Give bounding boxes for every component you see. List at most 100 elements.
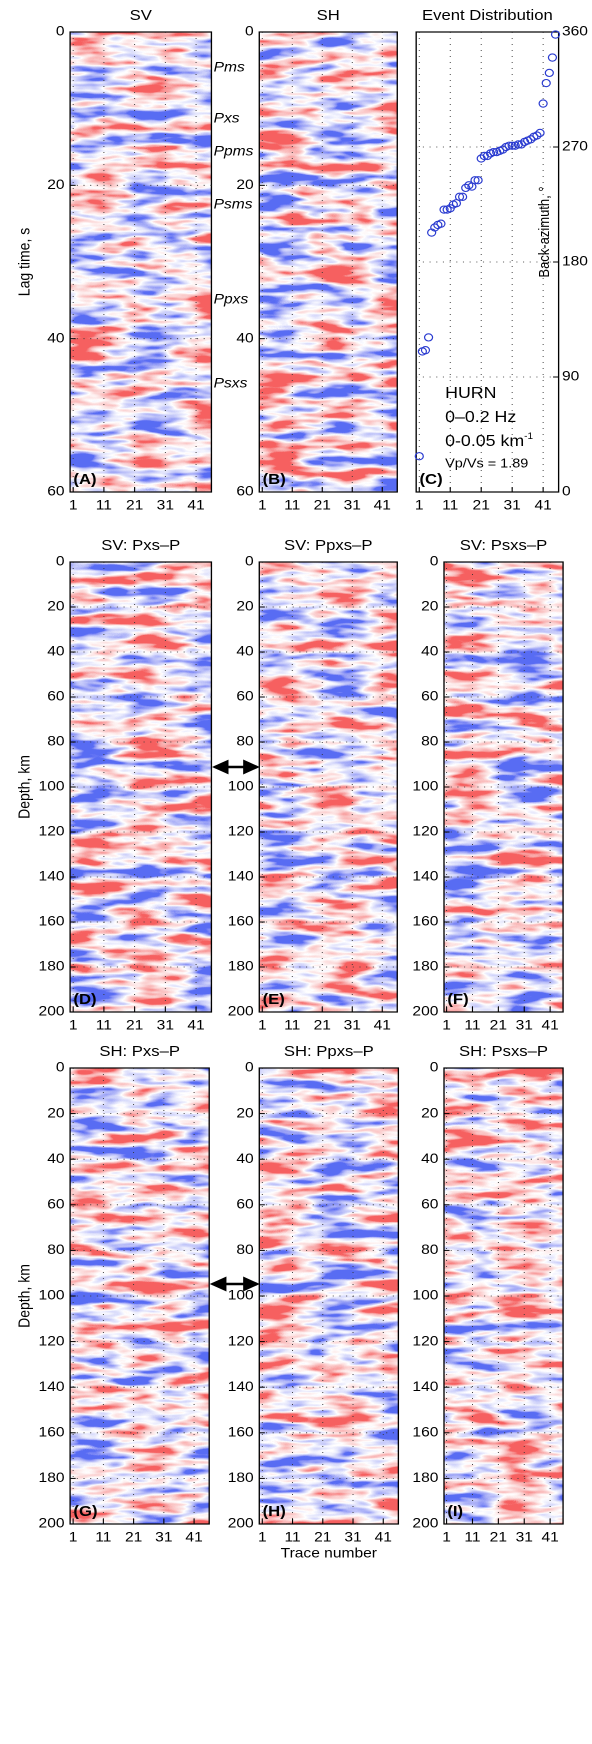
x-tick-label: 31 bbox=[344, 1018, 361, 1033]
y-tick-label: 60 bbox=[421, 1197, 438, 1212]
panel-title: SV bbox=[130, 8, 153, 24]
y-tick-label: 60 bbox=[47, 689, 64, 704]
x-tick-label: 21 bbox=[126, 1018, 143, 1033]
y-tick-label: 120 bbox=[412, 1334, 438, 1349]
info-text: Vp/Vs = 1.89 bbox=[445, 456, 528, 470]
phase-annotation: Psms bbox=[214, 197, 254, 212]
y-tick-label: 200 bbox=[412, 1516, 438, 1531]
panel-title: SH bbox=[317, 8, 340, 24]
panel-title: SV: Pxs–P bbox=[101, 538, 180, 554]
x-tick-label: 21 bbox=[490, 1018, 507, 1033]
panel-title: SH: Ppxs–P bbox=[284, 1044, 374, 1060]
scatter-point bbox=[473, 176, 483, 185]
y-tick-label: 0 bbox=[56, 1060, 65, 1075]
heatmap-texture bbox=[259, 1068, 399, 1524]
y-tick-label: 20 bbox=[421, 1106, 438, 1121]
y-tick-label: 0 bbox=[245, 554, 254, 569]
y-tick-label: 60 bbox=[236, 484, 253, 499]
scatter-point bbox=[504, 141, 514, 150]
panel-label: (C) bbox=[420, 472, 443, 488]
panel-label: (F) bbox=[447, 992, 468, 1008]
x-tick-label: 21 bbox=[314, 498, 331, 513]
y-tick-label: 20 bbox=[236, 599, 253, 614]
y-tick-label: 180 bbox=[39, 1471, 65, 1486]
y-tick-label: 20 bbox=[421, 599, 438, 614]
y-tick-label: 90 bbox=[562, 369, 579, 384]
y-tick-label: 180 bbox=[228, 959, 254, 974]
scatter-point bbox=[461, 183, 471, 193]
y-tick-label: 80 bbox=[421, 1243, 438, 1258]
phase-annotation: Pxs bbox=[214, 111, 241, 126]
y-tick-label: 160 bbox=[228, 1425, 254, 1440]
panel-label: (D) bbox=[73, 992, 96, 1008]
scatter-point bbox=[423, 333, 434, 342]
info-text: HURN bbox=[445, 384, 496, 402]
scatter-point bbox=[439, 205, 449, 214]
scatter-point bbox=[526, 135, 536, 144]
heatmap-texture bbox=[259, 32, 398, 492]
x-tick-label: 41 bbox=[534, 498, 551, 513]
x-tick-label: 1 bbox=[442, 1530, 451, 1545]
y-tick-label: 180 bbox=[412, 1471, 438, 1486]
y-tick-label: 100 bbox=[412, 1288, 438, 1303]
y-tick-label: 80 bbox=[236, 1243, 253, 1258]
x-tick-label: 1 bbox=[442, 1018, 451, 1033]
y-tick-label: 60 bbox=[236, 1197, 253, 1212]
x-tick-label: 1 bbox=[258, 1018, 267, 1033]
scatter-point bbox=[498, 145, 508, 154]
y-tick-label: 40 bbox=[421, 1152, 438, 1167]
x-tick-label: 41 bbox=[374, 1018, 391, 1033]
y-tick-label: 80 bbox=[47, 1243, 64, 1258]
scatter-point bbox=[482, 151, 493, 161]
scatter-point bbox=[430, 223, 440, 232]
heatmap-texture bbox=[259, 562, 398, 1012]
y-tick-label: 100 bbox=[39, 1288, 65, 1303]
x-tick-label: 41 bbox=[375, 1530, 392, 1545]
scatter-point bbox=[544, 68, 554, 78]
y-tick-label: 120 bbox=[228, 1334, 254, 1349]
panel-title: SV: Psxs–P bbox=[460, 538, 547, 554]
y-tick-label: 80 bbox=[47, 734, 64, 749]
panel-label: (G) bbox=[73, 1504, 97, 1520]
heatmap-texture bbox=[444, 562, 564, 1012]
x-tick-label: 21 bbox=[314, 1018, 331, 1033]
y-tick-label: 40 bbox=[236, 331, 253, 346]
scatter-point bbox=[532, 131, 542, 140]
x-tick-label: 11 bbox=[442, 498, 458, 513]
x-tick-label: 11 bbox=[96, 498, 112, 513]
x-tick-label: 11 bbox=[284, 1018, 300, 1033]
y-tick-label: 200 bbox=[39, 1004, 65, 1019]
y-tick-label: 100 bbox=[39, 779, 65, 794]
panel-title: SV: Ppxs–P bbox=[284, 538, 372, 554]
y-tick-label: 0 bbox=[562, 484, 571, 499]
x-tick-label: 31 bbox=[344, 1530, 361, 1545]
y-tick-label: 120 bbox=[412, 824, 438, 839]
y-tick-label: 140 bbox=[39, 1380, 65, 1395]
y-tick-label: 360 bbox=[562, 24, 588, 39]
y-axis-label: Depth, km bbox=[17, 755, 34, 819]
panel-title: Event Distribution bbox=[422, 8, 553, 24]
x-tick-label: 11 bbox=[284, 1530, 300, 1545]
x-tick-label: 41 bbox=[185, 1530, 202, 1545]
scatter-point bbox=[541, 78, 551, 88]
x-tick-label: 21 bbox=[125, 1530, 142, 1545]
y-tick-label: 200 bbox=[228, 1516, 254, 1531]
phase-annotation: Ppxs bbox=[214, 292, 249, 307]
plot-frame bbox=[69, 31, 213, 493]
panel-label: (B) bbox=[263, 472, 286, 488]
y-tick-label: 120 bbox=[39, 824, 65, 839]
x-tick-label: 31 bbox=[155, 1530, 172, 1545]
y-tick-label: 180 bbox=[412, 959, 438, 974]
y-tick-label: 20 bbox=[47, 178, 64, 193]
y-tick-label: 140 bbox=[412, 1380, 438, 1395]
y-tick-label: 0 bbox=[430, 554, 439, 569]
y-tick-label: 160 bbox=[228, 914, 254, 929]
y-tick-label: 160 bbox=[39, 914, 65, 929]
x-tick-label: 11 bbox=[284, 498, 300, 513]
y-tick-label: 100 bbox=[228, 1288, 254, 1303]
y-tick-label: 40 bbox=[236, 1152, 253, 1167]
y-axis-label: Depth, km bbox=[17, 1264, 34, 1328]
superscript: -1 bbox=[524, 431, 533, 441]
scatter-point bbox=[488, 147, 499, 157]
